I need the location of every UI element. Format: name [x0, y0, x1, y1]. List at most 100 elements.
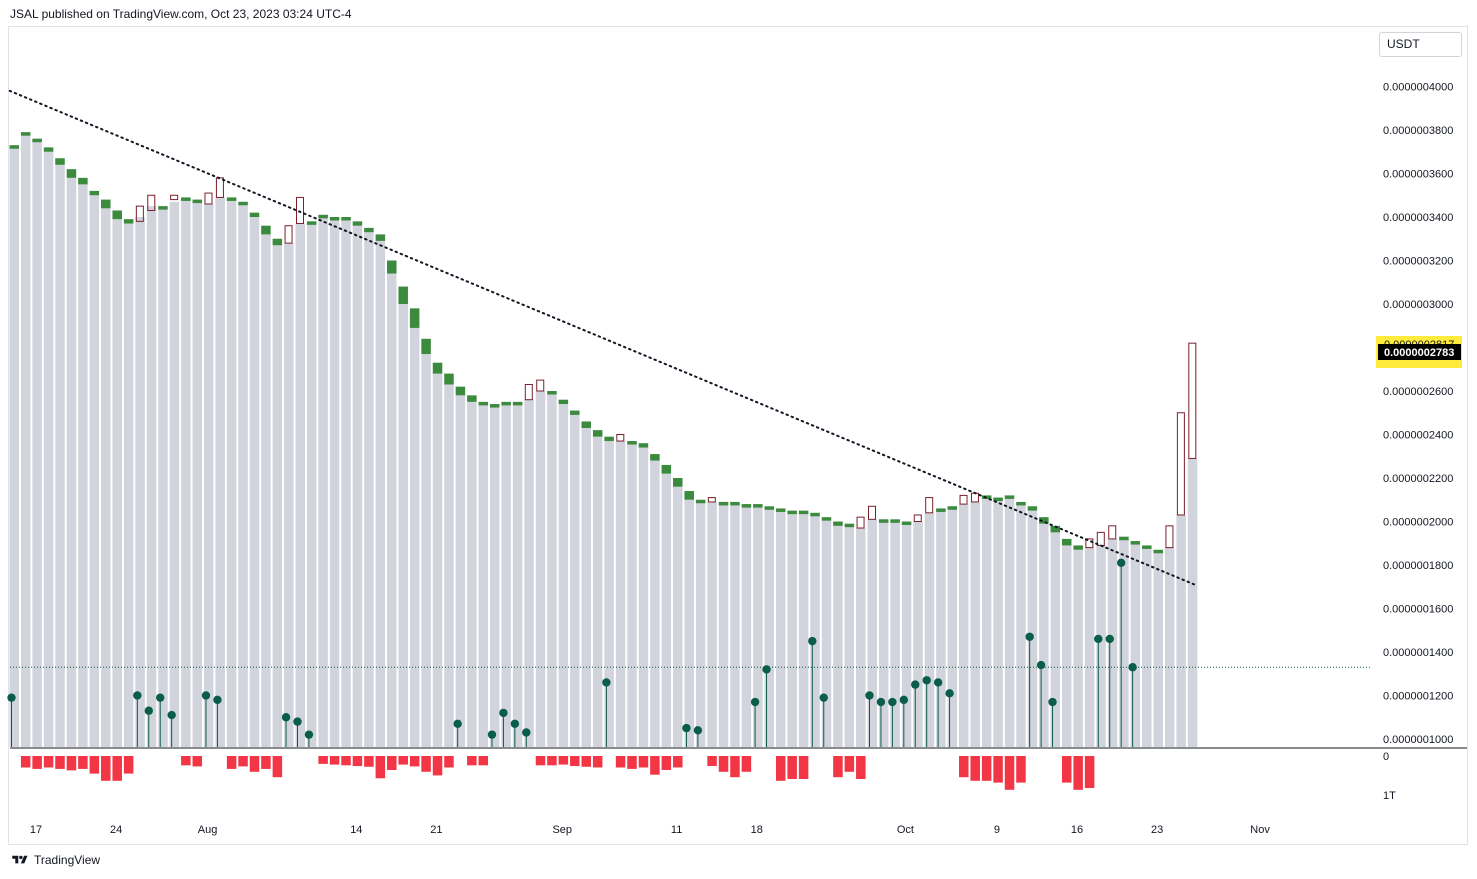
price-axis[interactable]: 0.0000004000 0.0000003800 0.0000003600 0.00… [1383, 82, 1453, 747]
time-tick-label: 21 [430, 824, 442, 836]
volume-bar [592, 436, 603, 747]
lollipop-dot [1116, 558, 1126, 568]
tradingview-footer[interactable]: TradingView [10, 853, 100, 867]
volume-bar [787, 512, 797, 747]
lollipop-dot [1094, 634, 1103, 644]
volume-bar [112, 219, 122, 748]
volume-bar [455, 395, 466, 747]
down-candle [844, 523, 855, 528]
lower-pane-bar [467, 756, 477, 766]
lollipop-dot [510, 719, 520, 728]
volume-bar [1119, 536, 1129, 747]
down-candle [878, 519, 889, 523]
down-candle [89, 190, 100, 196]
lower-pane-bar [741, 756, 752, 772]
volume-bar [810, 514, 820, 747]
last-price-value: 0.0000002783 [1384, 347, 1454, 359]
volume-bar [1016, 504, 1026, 747]
volume-bar [535, 391, 546, 747]
lower-pane-bar [993, 756, 1003, 783]
lower-pane-bar [1004, 756, 1015, 790]
chart-frame [8, 26, 1468, 845]
volume-bar [158, 208, 168, 748]
up-candle [868, 505, 876, 520]
volume-bar [844, 525, 855, 747]
up-candle [856, 516, 865, 529]
down-candle [684, 491, 694, 500]
volume-bar [524, 399, 534, 747]
volume-bar [970, 501, 980, 747]
lower-pane-bar [718, 756, 729, 772]
down-candle [650, 454, 660, 461]
down-candle [890, 519, 900, 523]
volume-bar [650, 460, 660, 747]
price-tick-label: 0.0000003600 [1383, 169, 1453, 181]
lower-pane-bar [432, 756, 443, 776]
down-candle [1061, 538, 1072, 546]
time-tick-label: Aug [198, 824, 218, 836]
volume-bar [501, 404, 511, 747]
down-candle [123, 219, 134, 224]
lower-pane-bar [261, 756, 271, 769]
price-tick-label: 0.0000002200 [1383, 473, 1453, 485]
down-candle [1119, 536, 1129, 541]
time-tick-label: 16 [1071, 824, 1083, 836]
price-tick-label: 0.0000004000 [1383, 82, 1453, 94]
down-candle [718, 501, 729, 506]
volume-bar [947, 506, 958, 747]
down-candle [158, 206, 168, 210]
volume-bar [318, 214, 328, 747]
volume-bar [901, 521, 912, 747]
lower-pane-bar [592, 756, 603, 768]
up-candle [1165, 525, 1174, 549]
up-candle [204, 192, 213, 205]
lower-pane-bar [833, 756, 843, 778]
time-axis[interactable]: 17 24 Aug 14 21 Sep 11 18 Oct 9 16 23 Nov [30, 824, 1270, 836]
lower-pane-bar [89, 756, 100, 774]
volume-bar [467, 401, 477, 747]
lower-pane-bar [959, 756, 969, 778]
volume-bar [1142, 547, 1152, 747]
lower-pane-bar [123, 756, 134, 774]
down-candle [1142, 545, 1152, 549]
lower-pane-bar [1016, 756, 1026, 783]
down-candle [570, 410, 580, 415]
up-candle [1085, 538, 1094, 549]
volume-bar [238, 203, 248, 747]
lower-pane-bars [20, 756, 1095, 790]
down-candle [364, 227, 374, 233]
lower-pane-bar [775, 756, 786, 781]
volume-bar [329, 217, 340, 747]
lower-pane-bar [981, 756, 992, 781]
up-candle [296, 196, 304, 225]
lollipop-dot [281, 713, 291, 722]
down-candle [604, 436, 614, 442]
volume-bar [32, 138, 42, 747]
up-candle [1108, 525, 1117, 540]
down-candle [661, 464, 672, 474]
volume-bar [421, 354, 431, 747]
lower-pane-bar [547, 756, 557, 766]
volume-bar [1039, 523, 1049, 747]
volume-bar [924, 512, 935, 747]
lower-pane-bar [673, 756, 683, 768]
lower-pane-1t-label: 1T [1383, 790, 1396, 802]
down-candle [43, 147, 54, 152]
volume-bar [387, 273, 397, 747]
lollipop-dot [167, 710, 176, 720]
down-candle [1050, 525, 1061, 533]
up-candle [524, 383, 533, 401]
trendline[interactable] [8, 89, 1199, 587]
volume-bar [364, 232, 374, 748]
volume-bar [661, 473, 672, 747]
currency-selector[interactable]: USDT [1379, 32, 1462, 57]
volume-bar [673, 486, 683, 747]
publish-header: JSAL published on TradingView.com, Oct 2… [10, 7, 352, 21]
down-candle [489, 404, 500, 408]
lollipop-dot [1036, 660, 1046, 670]
lower-pane-bar [398, 756, 408, 765]
volume-bars [9, 132, 1198, 748]
time-tick-label: 14 [350, 824, 362, 836]
up-candle [215, 177, 224, 198]
